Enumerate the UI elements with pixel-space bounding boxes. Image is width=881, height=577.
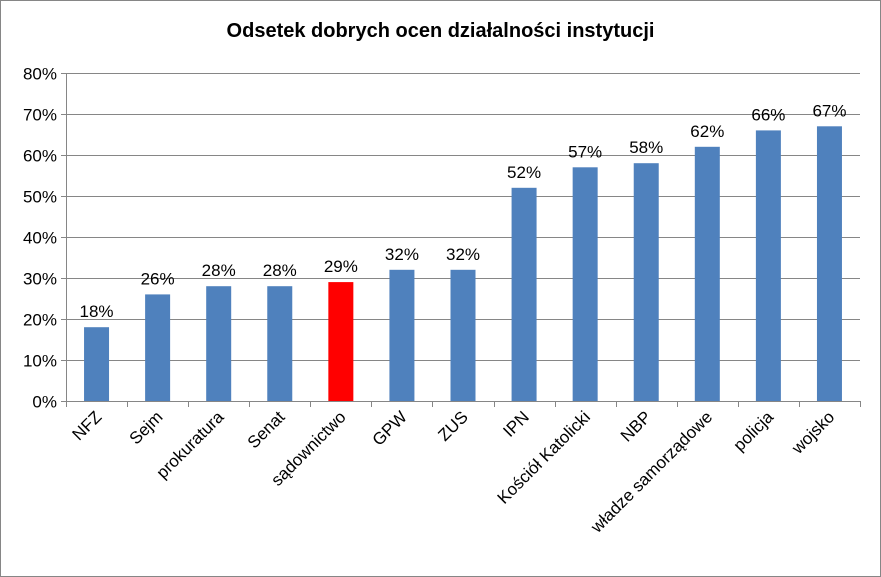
data-label: 26% <box>141 269 175 288</box>
bar-9 <box>633 163 659 401</box>
bar-4 <box>328 282 354 401</box>
bar-3 <box>267 286 293 401</box>
chart-title: Odsetek dobrych ocen działalności instyt… <box>226 20 655 42</box>
category-label: Sejm <box>126 407 167 448</box>
category-label: NBP <box>617 407 655 445</box>
category-label: GPW <box>369 407 411 449</box>
category-label: ZUS <box>434 407 471 444</box>
data-label: 18% <box>80 302 114 321</box>
data-label: 52% <box>507 163 541 182</box>
y-tick-label: 0% <box>32 393 57 412</box>
bar-10 <box>694 146 720 401</box>
category-label: Senat <box>244 407 289 452</box>
y-tick-label: 30% <box>23 270 57 289</box>
y-tick-label: 50% <box>23 188 57 207</box>
category-label: władze samorządowe <box>586 407 716 537</box>
y-tick-label: 70% <box>23 106 57 125</box>
bar-7 <box>511 187 537 401</box>
category-label: NFZ <box>69 407 106 444</box>
category-label: IPN <box>499 407 532 440</box>
bar-0 <box>84 327 110 401</box>
bar-12 <box>816 126 842 402</box>
data-label: 28% <box>202 261 236 280</box>
bar-11 <box>755 130 781 401</box>
category-label: policja <box>730 407 778 455</box>
data-label: 62% <box>690 122 724 141</box>
y-tick-label: 60% <box>23 147 57 166</box>
data-label: 28% <box>263 261 297 280</box>
data-label: 32% <box>385 245 419 264</box>
category-label: wojsko <box>787 407 838 458</box>
y-tick-label: 80% <box>23 65 57 84</box>
data-label: 57% <box>568 142 602 161</box>
data-label: 66% <box>751 105 785 124</box>
y-tick-label: 20% <box>23 311 57 330</box>
y-tick-label: 40% <box>23 229 57 248</box>
bar-1 <box>145 294 171 401</box>
bar-2 <box>206 286 232 401</box>
data-label: 58% <box>629 138 663 157</box>
data-labels: 18% 26% 28% 28% 29% 32% 32% 52% 57% 58% 62% 66% 67% <box>80 101 847 321</box>
bar-5 <box>389 269 415 401</box>
bar-6 <box>450 269 476 401</box>
bar-8 <box>572 167 598 401</box>
data-label: 32% <box>446 245 480 264</box>
bars <box>84 126 842 402</box>
y-tick-label: 10% <box>23 352 57 371</box>
data-label: 67% <box>812 101 846 120</box>
data-label: 29% <box>324 257 358 276</box>
